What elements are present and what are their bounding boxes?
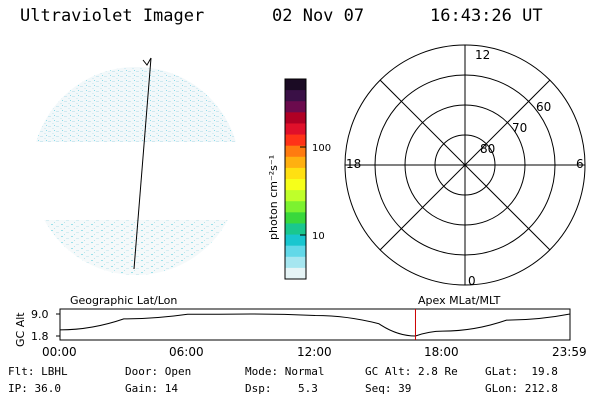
timeline-right-title: Apex MLat/MLT	[418, 294, 501, 307]
x-tick-label-1: 06:00	[169, 345, 204, 359]
x-tick-label-3: 18:00	[424, 345, 459, 359]
pole-marker	[142, 57, 152, 66]
mlt-label-18: 18	[346, 157, 361, 171]
status-seq: Seq: 39	[365, 382, 412, 395]
color-bar-label: photon cm⁻²s⁻¹	[267, 155, 280, 240]
color-bar-frame	[284, 78, 307, 280]
time-display: 16:43:26 UT	[430, 6, 543, 26]
color-bar-segment	[285, 256, 306, 269]
status-glat: GLat: 19.8	[485, 365, 558, 378]
lat-label-80: 80	[480, 142, 495, 156]
timeline-frame	[59, 308, 571, 341]
color-bar-segment	[285, 123, 306, 136]
color-bar-segment	[285, 134, 306, 147]
color-bar-tick-label-10: 10	[312, 231, 325, 242]
x-tick-label-2: 12:00	[297, 345, 332, 359]
color-bar-segment	[285, 156, 306, 169]
y-tick-label-1.8: 1.8	[31, 330, 49, 343]
color-bar-segment	[285, 267, 306, 280]
status-gain: Gain: 14	[125, 382, 178, 395]
color-bar-segment	[285, 90, 306, 102]
color-bar-segment	[285, 234, 306, 247]
color-bar	[285, 79, 306, 280]
mlt-label-12: 12	[475, 48, 490, 62]
color-bar-segment	[285, 145, 306, 158]
lat-label-70: 70	[512, 121, 527, 135]
color-bar-segment	[285, 79, 306, 91]
status-glon: GLon: 212.8	[485, 382, 558, 395]
y-tick-label-9: 9.0	[31, 308, 49, 321]
lat-label-60: 60	[536, 100, 551, 114]
color-bar-segment	[285, 167, 306, 180]
altitude-series-line	[59, 313, 571, 337]
color-bar-tick-label-100: 100	[312, 143, 331, 154]
color-bar-segment	[285, 112, 306, 124]
status-door: Door: Open	[125, 365, 192, 378]
date-display: 02 Nov 07	[272, 6, 365, 26]
status-mode: Mode: Normal	[245, 365, 325, 378]
app-title: Ultraviolet Imager	[20, 6, 205, 26]
timeline-left-title: Geographic Lat/Lon	[70, 294, 177, 307]
mlt-label-0: 0	[468, 274, 476, 288]
color-bar-segment	[285, 201, 306, 213]
status-flt: Flt: LBHL	[8, 365, 68, 378]
color-bar-segment	[285, 212, 306, 224]
terminator-line	[133, 57, 152, 270]
color-bar-segment	[285, 101, 306, 113]
mlt-label-6: 6	[576, 157, 584, 171]
status-dsp: Dsp: 5.3	[245, 382, 318, 395]
x-tick-label-0: 00:00	[42, 345, 77, 359]
imager-disk	[32, 67, 240, 275]
timeline-y-label: GC Alt	[14, 312, 27, 347]
polar-plot	[344, 44, 586, 286]
status-ip: IP: 36.0	[8, 382, 61, 395]
color-bar-segment	[285, 179, 306, 191]
status-gc-alt: GC Alt: 2.8 Re	[365, 365, 458, 378]
x-tick-label-4: 23:59	[552, 345, 587, 359]
color-bar-segment	[285, 190, 306, 202]
color-bar-segment	[285, 245, 306, 258]
color-bar-segment	[285, 223, 306, 236]
